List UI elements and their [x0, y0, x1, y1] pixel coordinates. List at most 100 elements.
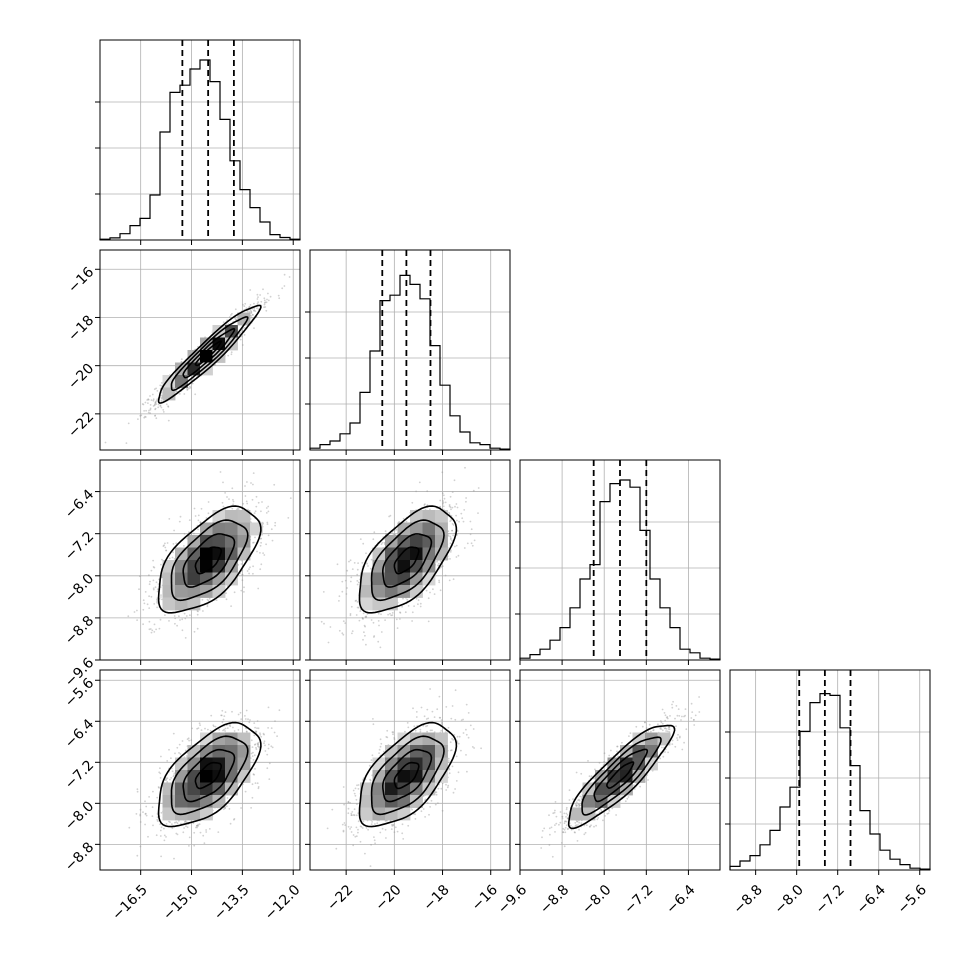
- scatter-point: [250, 314, 253, 317]
- scatter-point: [202, 610, 204, 612]
- scatter-point: [250, 311, 253, 314]
- density-cell: [360, 572, 373, 586]
- scatter-point: [570, 824, 572, 827]
- density-cell: [162, 782, 176, 796]
- scatter-point: [225, 323, 228, 326]
- scatter-point: [197, 610, 199, 613]
- scatter-point: [664, 727, 666, 730]
- scatter-point: [399, 618, 401, 620]
- scatter-point: [164, 542, 166, 545]
- scatter-point: [222, 481, 224, 484]
- scatter-point: [253, 327, 255, 329]
- scatter-point: [567, 827, 570, 830]
- scatter-point: [274, 524, 276, 527]
- density-cell: [410, 535, 423, 548]
- scatter-point: [178, 520, 181, 523]
- scatter-point: [427, 717, 430, 720]
- scatter-point: [364, 634, 366, 637]
- scatter-point: [201, 598, 204, 601]
- scatter-point: [260, 537, 263, 540]
- scatter-point: [259, 568, 262, 571]
- scatter-point: [575, 824, 578, 827]
- scatter-point: [139, 821, 142, 823]
- scatter-point: [447, 534, 450, 537]
- scatter-point: [675, 705, 678, 707]
- panel-body: [127, 471, 292, 639]
- scatter-point: [142, 599, 145, 602]
- scatter-point: [463, 547, 466, 549]
- scatter-point: [389, 612, 391, 615]
- scatter-point: [431, 710, 434, 713]
- scatter-point: [561, 816, 564, 818]
- scatter-point: [467, 712, 470, 714]
- scatter-point: [690, 717, 693, 719]
- scatter-point: [166, 760, 169, 762]
- scatter-point: [355, 835, 358, 838]
- scatter-point: [604, 815, 606, 817]
- scatter-point: [551, 855, 554, 858]
- scatter-point: [362, 618, 364, 620]
- scatter-point: [270, 528, 273, 531]
- scatter-point: [163, 834, 166, 837]
- scatter-point: [174, 821, 176, 824]
- scatter-point: [265, 512, 268, 514]
- scatter-point: [253, 512, 256, 514]
- density-cell: [225, 782, 238, 796]
- scatter-point: [152, 566, 155, 568]
- contour-line: [382, 748, 433, 803]
- density-cell: [372, 585, 386, 598]
- scatter-point: [258, 745, 260, 748]
- scatter-point: [440, 723, 443, 725]
- scatter-point: [160, 594, 162, 596]
- scatter-point: [220, 714, 223, 717]
- scatter-point: [392, 733, 394, 736]
- scatter-point: [161, 394, 163, 397]
- scatter-point: [196, 627, 199, 630]
- x-tick-label: −22: [324, 882, 356, 914]
- scatter-point: [172, 543, 175, 545]
- scatter-point: [200, 507, 203, 510]
- density-cells: [162, 312, 251, 401]
- scatter-point: [565, 806, 568, 809]
- histogram-step-0: [99, 59, 301, 240]
- scatter-point: [453, 479, 456, 482]
- scatter-point: [244, 790, 247, 793]
- scatter-point: [693, 719, 695, 721]
- scatter-point: [406, 722, 409, 724]
- scatter-point: [232, 726, 234, 729]
- scatter-point: [450, 717, 453, 720]
- scatter-point: [351, 811, 354, 813]
- scatter-point: [173, 857, 175, 860]
- scatter-point: [161, 576, 163, 579]
- scatter-point: [205, 829, 208, 831]
- density-cell: [385, 782, 398, 796]
- scatter-point: [265, 309, 268, 312]
- scatter-point: [158, 771, 161, 774]
- scatter-point: [264, 306, 267, 308]
- x-tick-label: −5.6: [895, 882, 930, 917]
- contour-line: [581, 736, 662, 816]
- scatter-point: [444, 574, 447, 577]
- scatter-point: [678, 715, 681, 717]
- scatter-point: [254, 310, 257, 313]
- scatter-point: [564, 831, 567, 834]
- scatter-point: [245, 500, 248, 503]
- scatter-point: [373, 836, 375, 838]
- scatter-point: [437, 802, 439, 804]
- histogram-step-3: [729, 693, 931, 870]
- scatter-point: [252, 572, 254, 575]
- scatter-point: [355, 826, 358, 829]
- scatter-point: [267, 727, 269, 729]
- density-cell: [225, 522, 238, 536]
- scatter-point: [247, 718, 249, 721]
- scatter-point: [152, 398, 155, 401]
- scatter-point: [253, 722, 256, 724]
- scatter-point: [257, 296, 259, 298]
- scatter-point: [347, 801, 350, 803]
- scatter-point: [233, 591, 236, 594]
- scatter-point: [225, 592, 227, 595]
- scatter-point: [350, 605, 353, 608]
- scatter-point: [616, 745, 618, 748]
- scatter-point: [452, 791, 455, 794]
- density-cell: [410, 745, 423, 758]
